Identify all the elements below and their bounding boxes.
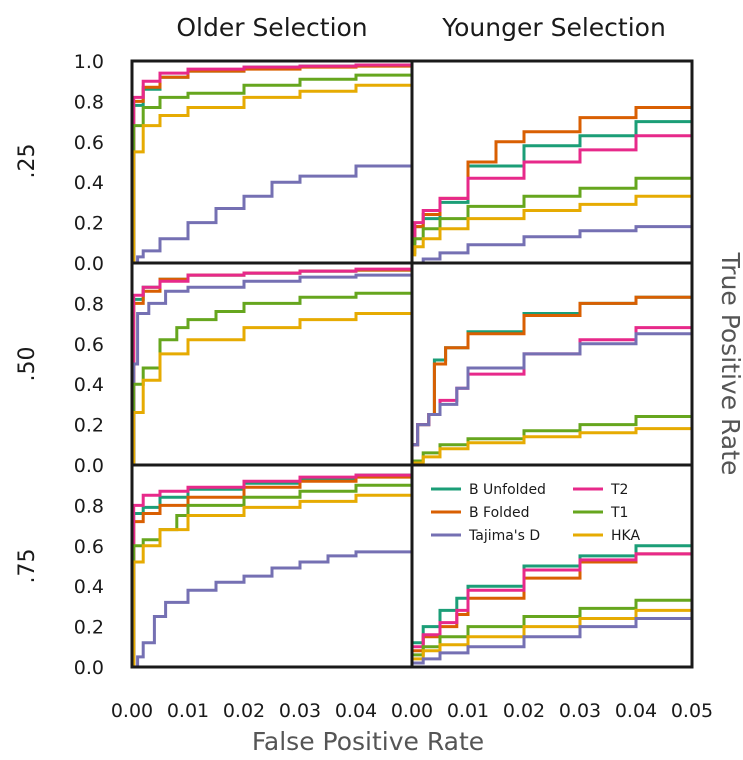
col-title-older: Older Selection xyxy=(176,13,367,42)
y-tick-label: 0.6 xyxy=(74,132,104,154)
x-tick-label: 0.03 xyxy=(559,700,601,722)
legend-item-t2: T2 xyxy=(573,482,628,498)
panel-frame xyxy=(130,59,414,265)
series-line-b-folded xyxy=(132,268,412,465)
y-tick-label: 0.8 xyxy=(74,293,104,315)
x-tick-label: 0.05 xyxy=(671,700,713,722)
x-tick-label: 0.00 xyxy=(391,700,433,722)
x-tick-label: 0.01 xyxy=(167,700,209,722)
series-line-tajima-s-d xyxy=(412,323,692,447)
panel-younger-selection-75 xyxy=(410,463,694,669)
x-tick-label: 0.04 xyxy=(335,700,377,722)
series-line-t2 xyxy=(412,317,692,447)
x-tick-label: 0.03 xyxy=(279,700,321,722)
x-tick-label: 0.02 xyxy=(223,700,265,722)
legend-item-hka: HKA xyxy=(573,528,640,544)
panel-older-selection-50 xyxy=(130,261,414,467)
row-label-50: .50 xyxy=(15,347,40,382)
x-tick-label: 0.02 xyxy=(503,700,545,722)
row-label-25: .25 xyxy=(15,144,40,179)
legend-label: B Folded xyxy=(469,505,529,521)
legend-item-b-unfolded: B Unfolded xyxy=(431,482,546,498)
y-tick-label: 0.4 xyxy=(74,576,104,598)
series-line-b-folded xyxy=(132,473,412,667)
series-line-b-unfolded xyxy=(132,63,412,263)
x-tick-label: 0.00 xyxy=(111,700,153,722)
y-tick-label: 0.0 xyxy=(74,657,104,679)
col-title-younger: Younger Selection xyxy=(441,13,666,42)
series-line-t2 xyxy=(132,267,412,465)
series-line-b-folded xyxy=(412,545,692,653)
y-tick-label: 0.8 xyxy=(74,495,104,517)
legend-label: B Unfolded xyxy=(469,482,546,498)
legend-label: Tajima's D xyxy=(468,528,540,544)
row-label-75: .75 xyxy=(15,549,40,584)
x-tick-label: 0.01 xyxy=(447,700,489,722)
legend-item-tajima-s-d: Tajima's D xyxy=(431,528,540,544)
y-tick-label: 0.0 xyxy=(74,455,104,477)
y-tick-label: 0.6 xyxy=(74,536,104,558)
y-tick-label: 0.2 xyxy=(74,617,104,639)
y-tick-label: 0.4 xyxy=(74,172,104,194)
series-line-tajima-s-d xyxy=(412,608,692,665)
series-line-t2 xyxy=(412,549,692,649)
series-line-hka xyxy=(132,307,412,465)
series-line-tajima-s-d xyxy=(132,273,412,465)
legend-label: T2 xyxy=(610,482,628,498)
y-tick-label: 0.2 xyxy=(74,415,104,437)
series-line-hka xyxy=(412,188,692,257)
x-tick-label: 0.04 xyxy=(615,700,657,722)
x-axis-label: False Positive Rate xyxy=(252,727,484,756)
panel-frame xyxy=(410,463,694,669)
series-line-b-unfolded xyxy=(132,268,412,465)
y-tick-label: 0.2 xyxy=(74,213,104,235)
y-tick-label: 0.4 xyxy=(74,374,104,396)
series-line-hka xyxy=(132,79,412,263)
panel-frame xyxy=(410,261,694,467)
panel-younger-selection-25 xyxy=(410,59,694,265)
legend-item-t1: T1 xyxy=(573,505,628,521)
legend-label: HKA xyxy=(611,528,640,544)
series-line-hka xyxy=(132,489,412,667)
series-line-t1 xyxy=(132,289,412,465)
series-line-t1 xyxy=(412,166,692,255)
panel-older-selection-25 xyxy=(130,59,414,265)
y-tick-label: 0.8 xyxy=(74,91,104,113)
legend-item-b-folded: B Folded xyxy=(431,505,529,521)
legend-label: T1 xyxy=(610,505,628,521)
series-line-tajima-s-d xyxy=(132,160,412,263)
series-line-b-folded xyxy=(412,293,692,447)
y-tick-label: 0.6 xyxy=(74,334,104,356)
series-line-t2 xyxy=(132,63,412,263)
y-axis-label: True Positive Rate xyxy=(716,252,743,476)
series-line-b-folded xyxy=(132,64,412,263)
y-tick-label: 0.0 xyxy=(74,253,104,275)
series-line-tajima-s-d xyxy=(132,545,412,667)
series-line-t2 xyxy=(132,473,412,667)
series-line-tajima-s-d xyxy=(412,222,692,263)
series-line-t2 xyxy=(412,121,692,245)
series-line-t1 xyxy=(132,71,412,263)
series-line-b-folded xyxy=(412,101,692,245)
series-line-b-unfolded xyxy=(412,107,692,245)
y-tick-label: 1.0 xyxy=(74,51,104,73)
legend: B Unfolded T2 B Folded T1 Tajima's D HKA xyxy=(431,482,640,544)
panel-younger-selection-50 xyxy=(410,261,694,467)
panel-older-selection-75 xyxy=(130,463,414,669)
series-line-hka xyxy=(412,424,692,465)
